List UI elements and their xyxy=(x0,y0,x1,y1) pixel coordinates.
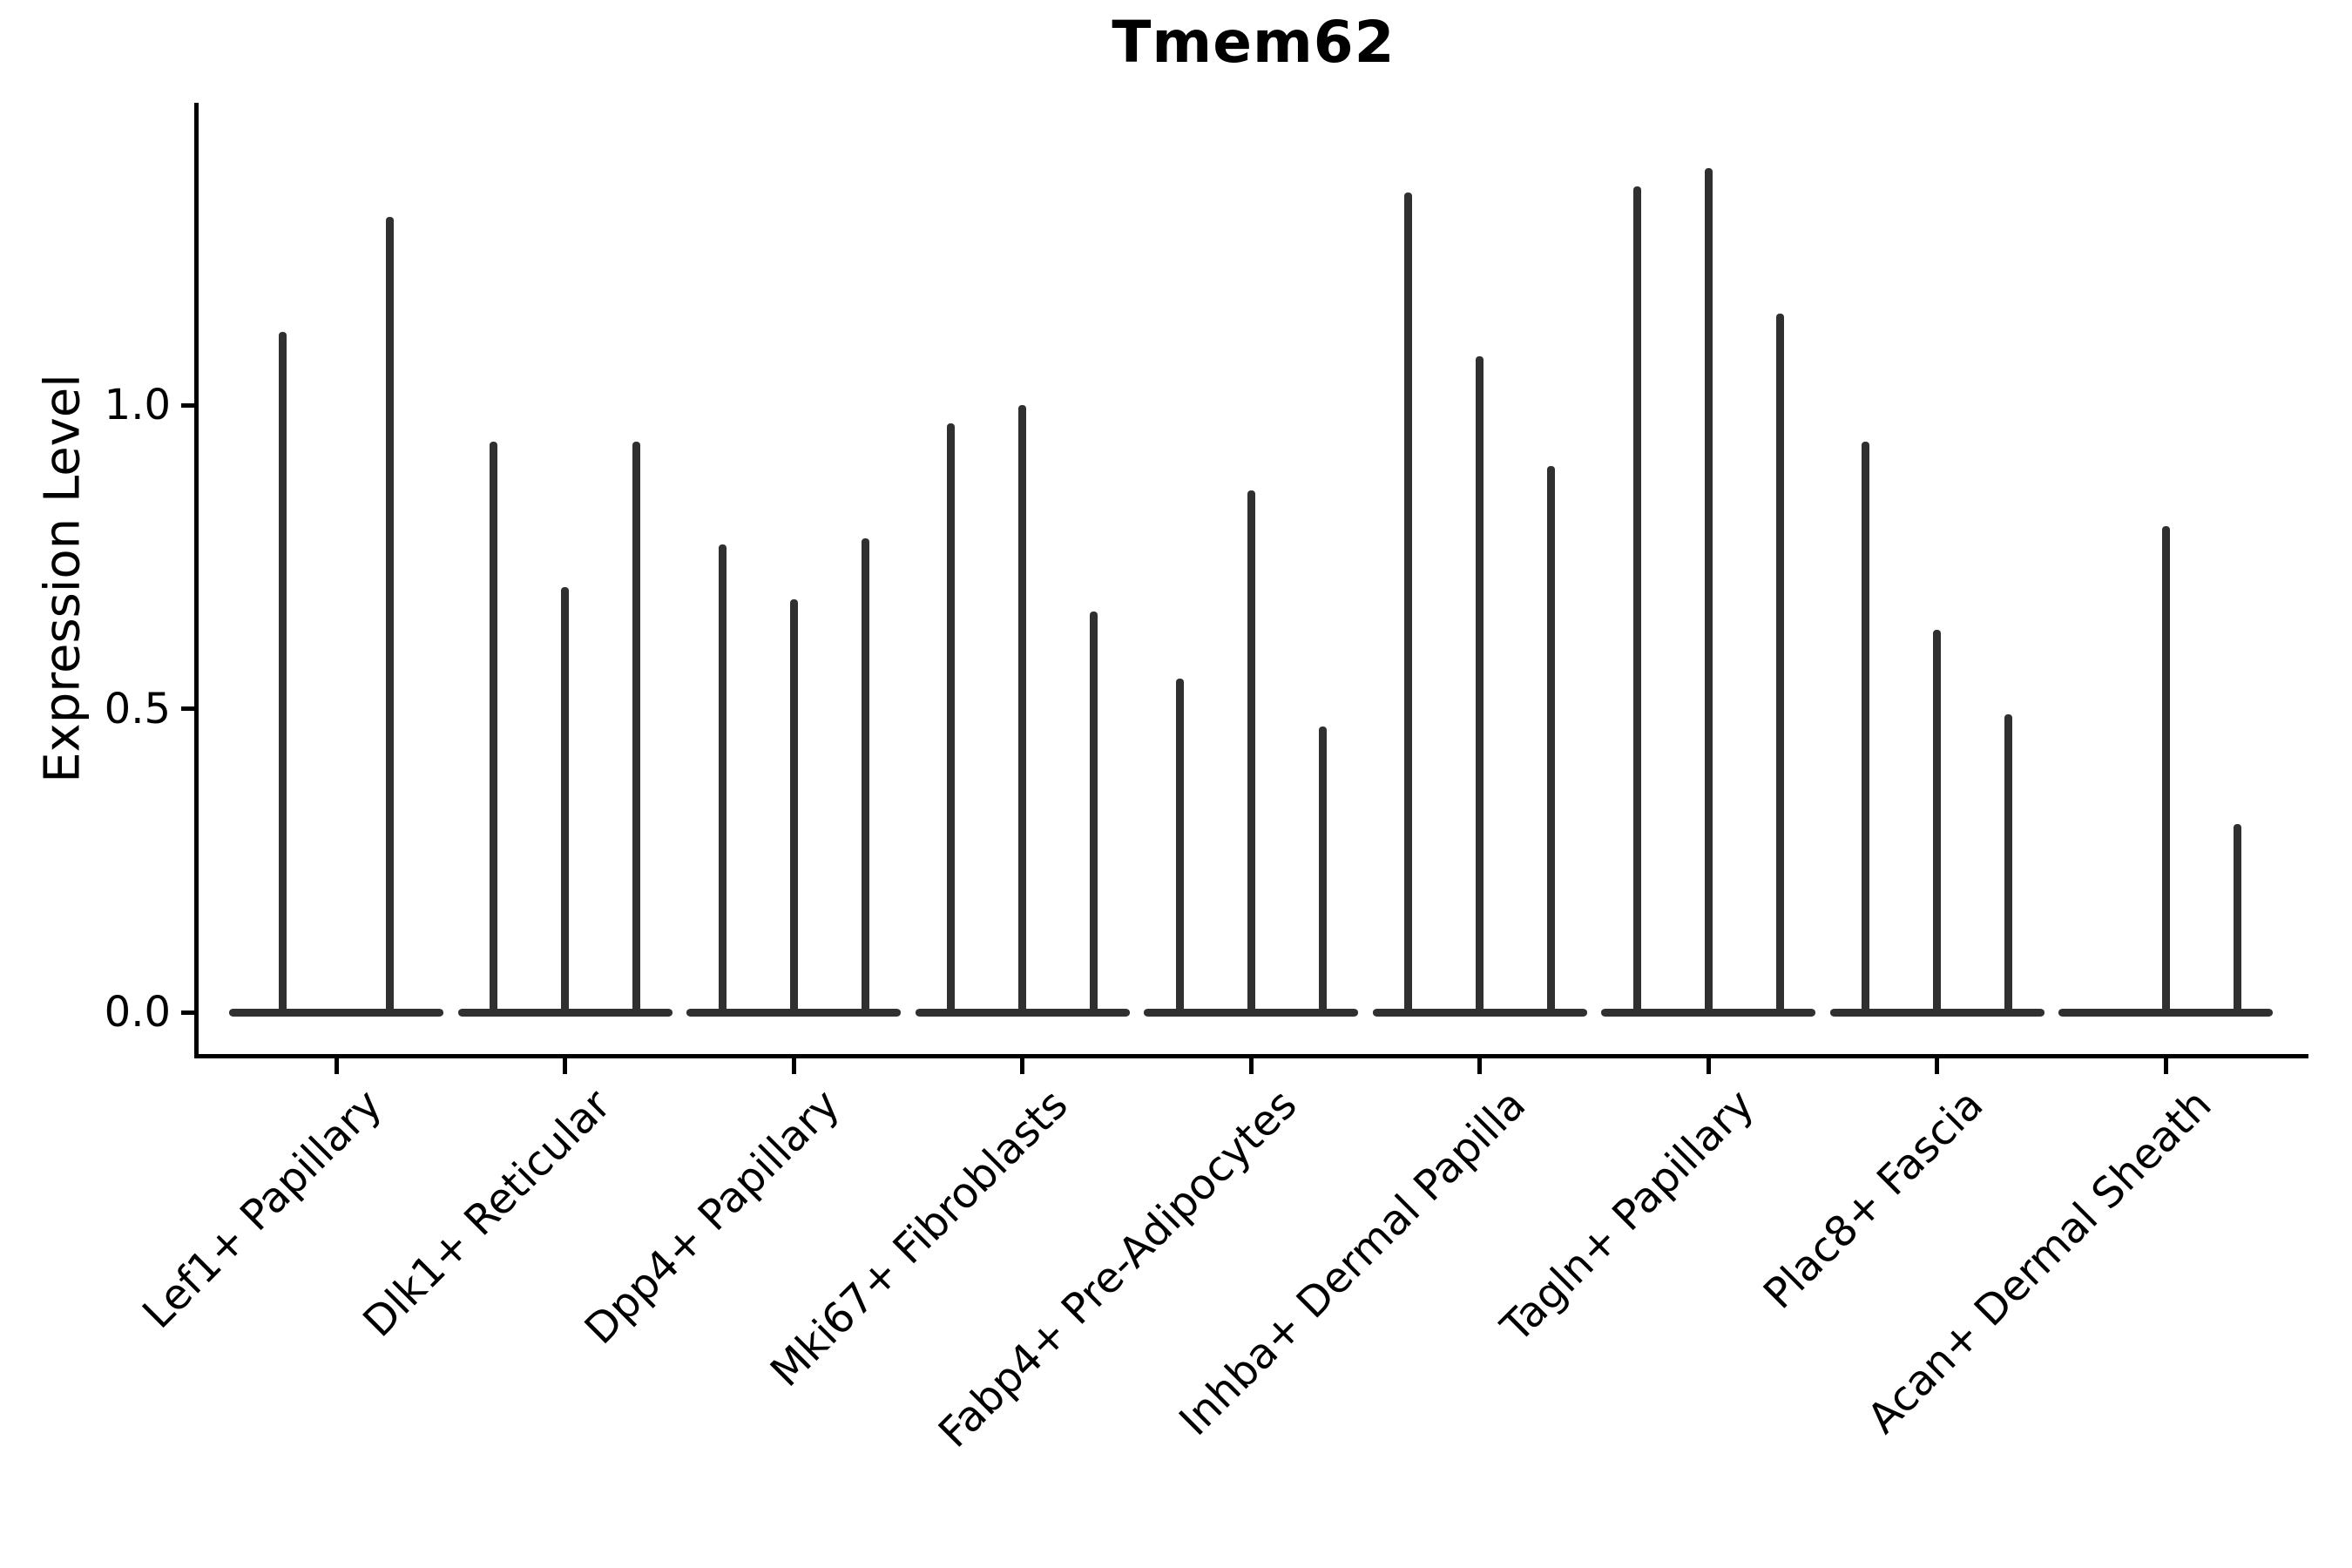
violin-baseline xyxy=(229,1008,443,1017)
violin-spike xyxy=(1175,678,1184,1012)
violin-baseline xyxy=(1372,1008,1587,1017)
violin-spike xyxy=(947,422,955,1012)
x-tick-mark xyxy=(1020,1058,1024,1074)
violin-spike xyxy=(1547,465,1555,1012)
violin-spike xyxy=(1476,356,1484,1012)
x-tick-label: Tagln+ Papillary xyxy=(1491,1080,1764,1352)
violin-spike xyxy=(1318,727,1327,1012)
violin-spike xyxy=(1775,314,1784,1012)
violin-spike xyxy=(279,332,287,1012)
chart-title: Tmem62 xyxy=(1112,9,1396,76)
violin-spike xyxy=(1862,441,1869,1012)
x-tick-mark xyxy=(1248,1058,1254,1074)
violin-baseline xyxy=(2058,1008,2273,1017)
x-tick-mark xyxy=(563,1058,567,1074)
x-tick-mark xyxy=(1935,1058,1939,1074)
y-tick-mark xyxy=(181,1010,199,1015)
x-tick-label: Plac8+ Fascia xyxy=(1754,1080,1993,1319)
violin-baseline xyxy=(1829,1008,2044,1017)
x-tick-mark xyxy=(1477,1058,1482,1074)
x-tick-label: Lef1+ Papillary xyxy=(133,1080,392,1338)
x-tick-mark xyxy=(791,1058,796,1074)
y-tick-mark xyxy=(181,402,199,408)
violin-spike xyxy=(632,441,640,1012)
violin-spike xyxy=(1704,168,1713,1012)
violin-spike xyxy=(1404,193,1412,1012)
violin-spike xyxy=(1933,629,1941,1012)
violin-spike xyxy=(2004,714,2012,1012)
violin-spike xyxy=(2161,526,2170,1012)
y-tick-label: 0.5 xyxy=(104,684,171,733)
violin-spike xyxy=(561,587,569,1012)
violin-spike xyxy=(861,538,869,1012)
x-axis-spine xyxy=(194,1054,2308,1058)
violin-spike xyxy=(1247,490,1255,1012)
y-tick-label: 0.0 xyxy=(104,988,171,1037)
y-tick-mark xyxy=(181,706,199,711)
x-tick-mark xyxy=(2163,1058,2168,1074)
violin-spike xyxy=(2233,823,2241,1012)
violin-spike xyxy=(1632,186,1641,1012)
violin-spike xyxy=(1090,611,1098,1012)
violin-baseline xyxy=(457,1008,672,1017)
x-tick-label: Dlk1+ Reticular xyxy=(354,1080,621,1347)
x-tick-mark xyxy=(334,1058,339,1074)
y-axis-spine xyxy=(194,103,199,1058)
violin-baseline xyxy=(686,1008,901,1017)
violin-baseline xyxy=(1601,1008,1815,1017)
y-tick-label: 1.0 xyxy=(104,381,171,429)
violin-spike xyxy=(1018,405,1026,1012)
violin-spike xyxy=(490,441,497,1012)
violin-spike xyxy=(386,216,394,1012)
violin-baseline xyxy=(915,1008,1130,1017)
x-tick-label: Dpp4+ Papillary xyxy=(575,1080,849,1355)
violin-spike xyxy=(789,599,798,1012)
violin-spike xyxy=(718,544,727,1012)
x-tick-mark xyxy=(1706,1058,1711,1074)
violin-baseline xyxy=(1144,1008,1358,1017)
